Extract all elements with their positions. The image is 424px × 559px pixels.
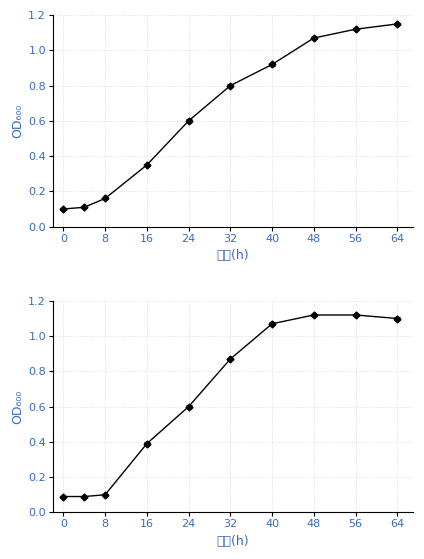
X-axis label: 时间(h): 时间(h) [217, 249, 249, 262]
Y-axis label: OD₆₀₀: OD₆₀₀ [11, 104, 24, 138]
Y-axis label: OD₆₀₀: OD₆₀₀ [11, 390, 24, 424]
X-axis label: 时间(h): 时间(h) [217, 535, 249, 548]
